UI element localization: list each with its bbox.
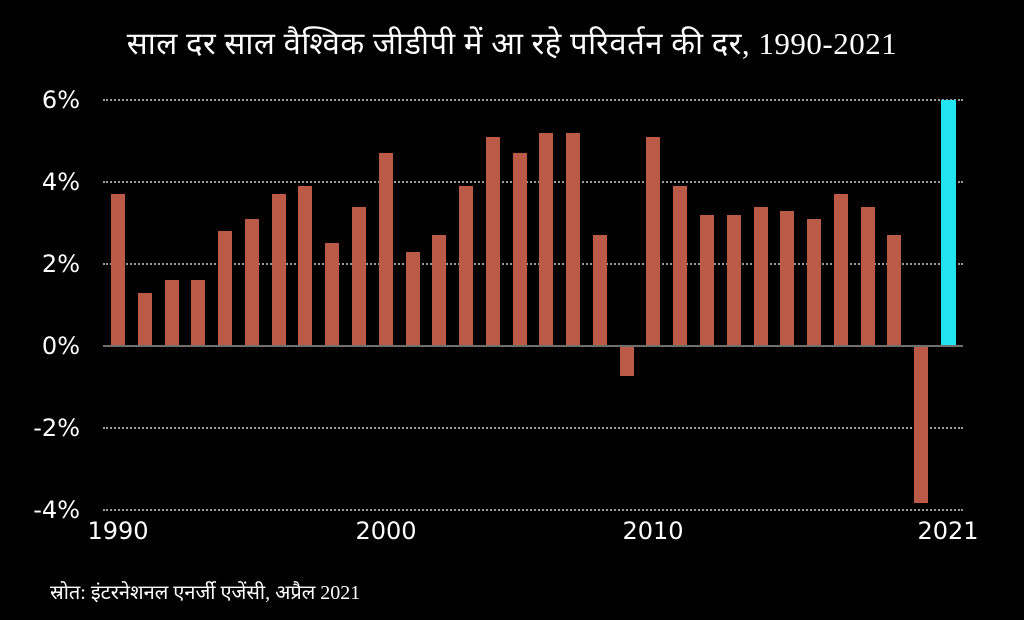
gridline--2% <box>103 427 963 429</box>
bar-1994 <box>218 231 232 346</box>
y-axis-label--2%: -2% <box>33 414 80 442</box>
bar-2014 <box>754 207 768 346</box>
bar-1999 <box>352 207 366 346</box>
y-axis-label-6%: 6% <box>41 86 80 114</box>
bar-1997 <box>298 186 312 346</box>
y-axis-label--4%: -4% <box>33 496 80 524</box>
bar-2019 <box>887 235 901 346</box>
bar-1998 <box>325 243 339 346</box>
bar-2009 <box>620 347 634 376</box>
bar-2004 <box>486 137 500 346</box>
bar-2003 <box>459 186 473 346</box>
y-axis-label-0%: 0% <box>41 332 80 360</box>
bar-2020 <box>914 347 928 503</box>
bar-1996 <box>272 194 286 346</box>
bar-2000 <box>379 153 393 346</box>
bar-1990 <box>111 194 125 346</box>
bar-2018 <box>861 207 875 346</box>
bar-2008 <box>593 235 607 346</box>
x-axis-label-2010: 2010 <box>622 517 684 545</box>
bar-1991 <box>138 293 152 346</box>
bar-2015 <box>780 211 794 346</box>
bar-2007 <box>566 133 580 346</box>
bar-1992 <box>165 280 179 346</box>
bar-2013 <box>727 215 741 346</box>
bar-2012 <box>700 215 714 346</box>
zero-axis-line <box>103 345 963 347</box>
bar-2001 <box>406 252 420 346</box>
bar-2005 <box>513 153 527 346</box>
gridline-4% <box>103 181 963 183</box>
gridline-2% <box>103 263 963 265</box>
gridline-6% <box>103 99 963 101</box>
bar-1995 <box>245 219 259 346</box>
x-axis-label-2021: 2021 <box>917 517 979 545</box>
bar-2021 <box>941 100 956 346</box>
x-axis-label-1990: 1990 <box>87 517 149 545</box>
bar-2011 <box>673 186 687 346</box>
bar-2016 <box>807 219 821 346</box>
bar-2006 <box>539 133 553 346</box>
y-axis-label-4%: 4% <box>41 168 80 196</box>
source-note: स्रोत: इंटरनेशनल एनर्जी एजेंसी, अप्रैल 2… <box>50 582 361 604</box>
chart-title: साल दर साल वैश्विक जीडीपी में आ रहे परिव… <box>126 26 898 61</box>
y-axis-label-2%: 2% <box>41 250 80 278</box>
bar-1993 <box>191 280 205 346</box>
gridline--4% <box>103 509 963 511</box>
x-axis-label-2000: 2000 <box>355 517 417 545</box>
bar-2002 <box>432 235 446 346</box>
bar-2017 <box>834 194 848 346</box>
bar-2010 <box>646 137 660 346</box>
